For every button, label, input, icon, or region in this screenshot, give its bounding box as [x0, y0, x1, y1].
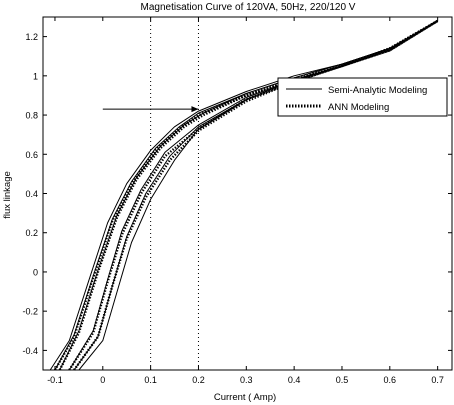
x-tick-label: 0.7: [431, 375, 444, 385]
legend: Semi-Analytic Modeling ANN Modeling: [277, 77, 448, 117]
x-tick-label: 0.1: [144, 375, 157, 385]
y-tick-label: 0.2: [25, 228, 38, 238]
y-tick-label: -0.2: [22, 307, 38, 317]
x-tick-label: 0.3: [240, 375, 253, 385]
x-tick-label: 0: [100, 375, 105, 385]
chart-title: Magnetisation Curve of 120VA, 50Hz, 220/…: [141, 2, 356, 13]
y-axis-ticks: -0.4 -0.2 0 0.2 0.4 0.6 0.8 1 1.2: [22, 32, 452, 356]
y-tick-label: 1: [33, 71, 38, 81]
series-line-semi-analytic-loop1-upper: [49, 20, 438, 371]
x-tick-label: 0.5: [336, 375, 349, 385]
series-line-semi-analytic-loop2-upper: [54, 20, 438, 371]
series-line-ann-loop2-lower: [68, 19, 439, 371]
series-line-semi-analytic-loop1-lower: [78, 20, 438, 371]
series-line-ann-loop1-lower: [73, 19, 439, 371]
legend-label-ann: ANN Modeling: [328, 102, 389, 113]
x-tick-label: -0.1: [47, 375, 63, 385]
y-tick-label: 0.4: [25, 189, 38, 199]
y-tick-label: 1.2: [25, 32, 38, 42]
legend-box: [277, 77, 448, 117]
series-line-semi-analytic-loop3-upper: [59, 20, 438, 371]
series-line-semi-analytic-loop2-lower: [73, 20, 438, 371]
y-tick-label: 0: [33, 267, 38, 277]
legend-label-semi-analytic: Semi-Analytic Modeling: [328, 85, 427, 96]
y-axis-label: flux linkage: [2, 171, 13, 219]
plot-frame: [42, 16, 453, 371]
x-axis-label: Current ( Amp): [214, 392, 276, 403]
plot-guides: [102, 17, 199, 370]
plot-curves: [49, 19, 439, 371]
y-tick-label: -0.4: [22, 346, 38, 356]
y-tick-label: 0.6: [25, 150, 38, 160]
series-line-ann-loop2-upper: [58, 19, 439, 371]
x-tick-label: 0.6: [384, 375, 397, 385]
x-tick-label: 0.2: [192, 375, 205, 385]
series-line-ann-loop1-upper: [53, 19, 439, 371]
x-axis-ticks: -0.1 0 0.1 0.2 0.3 0.4 0.5 0.6 0.7: [47, 17, 444, 385]
y-tick-label: 0.8: [25, 111, 38, 121]
annotation-arrow-head: [191, 106, 199, 113]
x-tick-label: 0.4: [288, 375, 301, 385]
